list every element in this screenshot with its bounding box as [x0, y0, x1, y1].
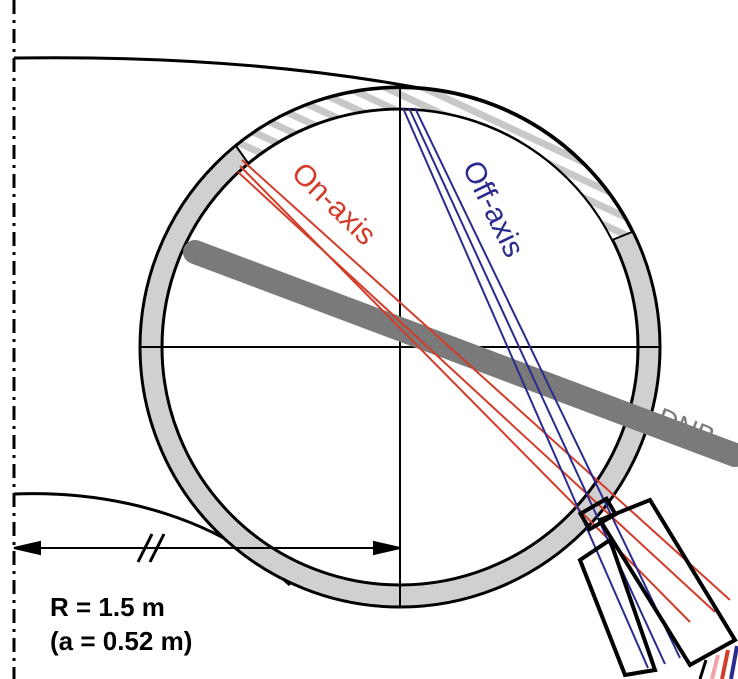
upper-boundary-curve [13, 56, 441, 94]
dnb-beam [183, 240, 738, 467]
on-axis-label: On-axis [285, 156, 382, 252]
radius-dimension [13, 533, 401, 563]
minor-radius-label: (a = 0.52 m) [50, 626, 192, 656]
off-axis-label: Off-axis [456, 156, 531, 263]
detector-housing [577, 495, 738, 678]
hatched-port-region [234, 87, 634, 242]
radius-label: R = 1.5 m [50, 592, 165, 622]
detector-fibers [698, 645, 738, 679]
